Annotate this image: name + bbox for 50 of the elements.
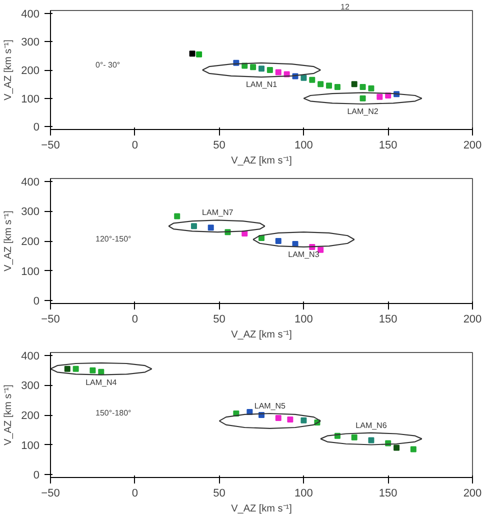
x-tick-label: 200: [463, 314, 482, 326]
y-tick-label: 300: [21, 36, 40, 49]
series-label: LAM_N6: [356, 420, 388, 430]
x-tick-label: −50: [41, 314, 60, 326]
series-label: LAM_N3: [288, 250, 320, 259]
y-tick-label: 200: [21, 65, 40, 77]
series-label: LAM_N1: [246, 80, 278, 90]
y-tick-label: 400: [21, 176, 40, 188]
y-tick-label: 300: [21, 206, 40, 218]
x-tick-label: −50: [41, 140, 60, 152]
x-tick-label: 150: [378, 488, 398, 500]
x-axis-title: V_AZ [km s⁻¹]: [231, 156, 292, 166]
series-label: LAM_N2: [347, 107, 379, 116]
y-tick-label: 100: [21, 93, 40, 106]
x-tick-label: 50: [213, 314, 226, 326]
x-tick-label: 100: [294, 488, 313, 500]
y-tick-label: 200: [21, 236, 40, 248]
x-tick-label: 0: [132, 488, 138, 500]
x-tick-label: 150: [378, 314, 398, 326]
x-tick-label: 0: [132, 314, 138, 326]
series-label: LAM_N7: [202, 208, 234, 218]
y-tick-label: 300: [21, 380, 40, 392]
y-axis-title: V_AZ [km s⁻¹]: [3, 39, 14, 100]
x-axis-title: V_AZ [km s⁻¹]: [231, 504, 292, 514]
y-axis-title: V_AZ [km s⁻¹]: [3, 384, 14, 446]
x-tick-label: 100: [294, 314, 313, 326]
y-tick-label: 0: [33, 470, 40, 482]
annotation: 150°-180°: [96, 408, 132, 418]
y-tick-label: 100: [21, 440, 40, 452]
x-tick-label: 200: [463, 488, 482, 500]
y-axis-title: V_AZ [km s⁻¹]: [3, 210, 14, 272]
x-tick-label: 200: [463, 140, 482, 152]
y-tick-label: 400: [21, 8, 40, 20]
x-tick-label: 50: [213, 140, 226, 152]
y-tick-label: 200: [21, 410, 40, 422]
x-tick-label: 100: [294, 140, 313, 152]
y-tick-label: 0: [33, 296, 40, 308]
y-tick-label: 100: [21, 266, 40, 278]
x-axis-title: V_AZ [km s⁻¹]: [231, 330, 292, 340]
x-tick-label: 0: [132, 140, 138, 152]
series-label: LAM_N5: [254, 402, 286, 411]
y-tick-label: 400: [21, 350, 40, 362]
annotation: 12: [340, 2, 350, 12]
x-tick-label: 50: [213, 488, 226, 500]
y-tick-label: 0: [33, 122, 40, 134]
series-label: LAM_N4: [86, 378, 118, 387]
x-tick-label: 150: [378, 140, 398, 152]
annotation: 0°- 30°: [96, 60, 120, 70]
annotation: 120°-150°: [96, 234, 132, 244]
x-tick-label: −50: [41, 488, 60, 500]
